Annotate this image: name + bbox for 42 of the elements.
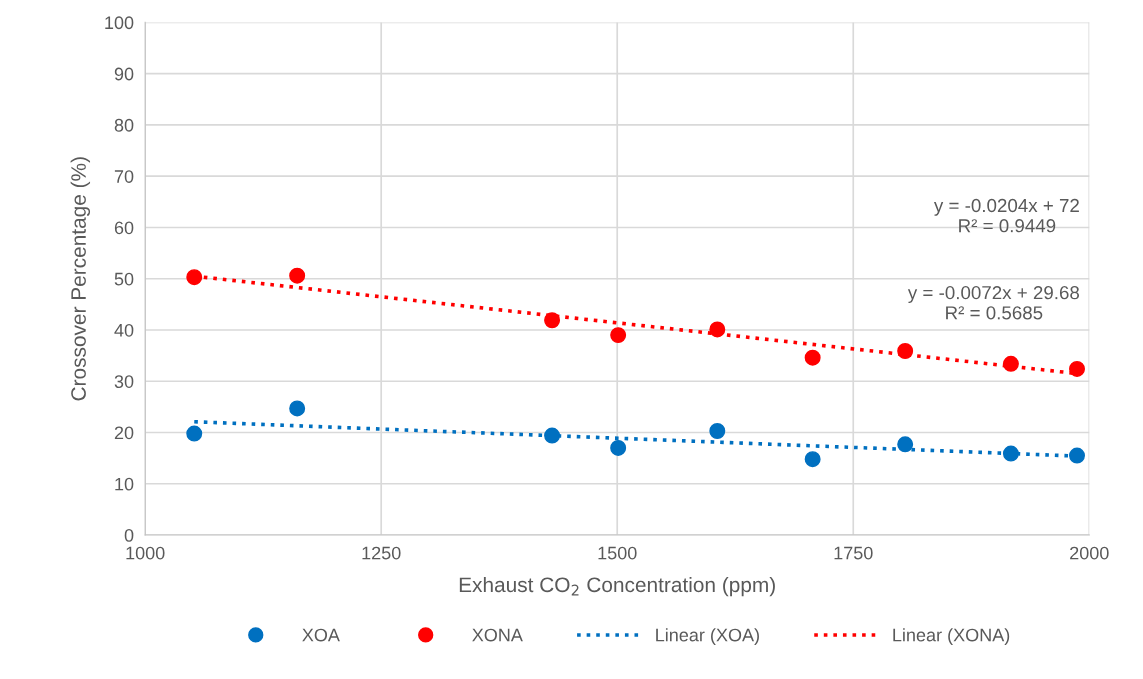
point xyxy=(1069,360,1085,377)
point xyxy=(544,312,561,329)
y-tick-label: 50 xyxy=(114,272,134,286)
point xyxy=(709,423,726,439)
point xyxy=(1002,445,1019,462)
x-tick-label: 1000 xyxy=(126,546,165,560)
point xyxy=(804,451,821,468)
y-tick-label: 90 xyxy=(114,67,134,81)
point xyxy=(289,400,306,417)
point xyxy=(1002,355,1019,372)
x-tick-label: 1750 xyxy=(834,546,873,560)
point xyxy=(804,349,821,366)
y-tick-label: 60 xyxy=(114,221,134,235)
y-tick-label: 40 xyxy=(114,323,134,337)
y-tick-label: 100 xyxy=(105,16,134,30)
y-tick-label: 30 xyxy=(114,375,134,388)
legend-label: XOA xyxy=(302,628,340,642)
y-tick-label: 80 xyxy=(114,118,134,132)
point xyxy=(1069,447,1085,464)
legend-label: Linear (XONA) xyxy=(893,628,1010,646)
y-tick-label: 10 xyxy=(115,477,134,491)
y-axis-title: Crossover Percentage (%) xyxy=(70,157,91,401)
x-tick-label: 1500 xyxy=(598,546,637,560)
point xyxy=(897,343,914,359)
legend-label: Linear (XOA) xyxy=(656,628,759,646)
point xyxy=(186,269,203,286)
y-tick-label: 70 xyxy=(114,170,134,183)
legend-label: XONA xyxy=(472,628,523,642)
point xyxy=(709,321,726,338)
point xyxy=(610,439,627,456)
y-tick-label: 0 xyxy=(124,528,134,542)
point xyxy=(186,425,203,442)
x-tick-label: 1250 xyxy=(362,546,401,560)
point xyxy=(289,267,306,284)
point xyxy=(897,436,914,453)
y-tick-label: 20 xyxy=(114,426,134,440)
point xyxy=(610,327,627,344)
annotation: y = -0.0072x + 29.68 R² = 0.5685 xyxy=(907,286,1080,320)
x-tick-label: 2000 xyxy=(1070,546,1109,560)
annotation: y = -0.0204x + 72 R² = 0.9449 xyxy=(933,198,1079,233)
x-axis-title: Exhaust CO$_{2}$ Concentration (ppm) xyxy=(459,576,775,597)
point xyxy=(544,427,561,444)
